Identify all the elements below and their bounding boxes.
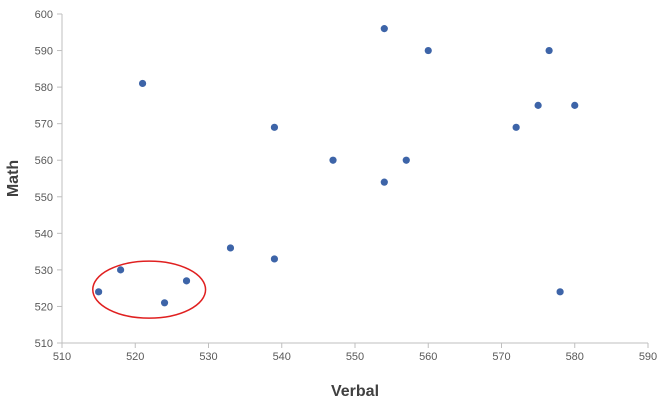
- y-tick-label: 540: [35, 228, 53, 240]
- data-point: [534, 101, 542, 109]
- y-tick-label: 520: [35, 301, 53, 313]
- data-point: [117, 266, 125, 274]
- y-tick-label: 530: [35, 265, 53, 277]
- data-point: [226, 244, 235, 252]
- x-tick-label: 570: [492, 351, 510, 363]
- x-tick-label: 510: [53, 351, 71, 363]
- x-tick-label: 560: [419, 351, 437, 363]
- data-point: [329, 156, 337, 164]
- x-axis-ticks: 510 520 530 540 550 560 570 580 590: [53, 343, 657, 363]
- x-tick-label: 520: [126, 351, 144, 363]
- y-tick-label: 600: [35, 9, 53, 21]
- y-tick-label: 510: [35, 338, 53, 350]
- highlight-ellipse: [92, 260, 207, 319]
- y-tick-label: 570: [35, 119, 53, 131]
- data-point: [556, 288, 564, 296]
- data-point: [160, 299, 169, 307]
- data-point: [95, 288, 103, 296]
- x-axis-title: Verbal: [331, 383, 379, 400]
- x-tick-label: 590: [639, 351, 657, 363]
- x-tick-label: 530: [199, 351, 217, 363]
- data-point: [571, 101, 579, 109]
- y-tick-label: 550: [35, 192, 53, 204]
- y-tick-label: 590: [35, 46, 53, 58]
- data-point: [545, 46, 553, 55]
- y-axis-title: Math: [5, 160, 22, 197]
- data-point: [402, 156, 410, 164]
- x-tick-label: 550: [346, 351, 364, 363]
- data-point: [380, 178, 388, 186]
- y-tick-label: 560: [35, 155, 53, 167]
- data-point: [270, 123, 279, 131]
- y-tick-label: 580: [35, 82, 53, 94]
- data-points: [95, 25, 579, 307]
- data-point: [182, 277, 191, 285]
- data-point: [270, 255, 279, 263]
- data-point: [380, 25, 388, 33]
- x-tick-label: 580: [566, 351, 584, 363]
- y-axis-ticks: 510 520 530 540 550 560 570 580 590 600: [35, 9, 62, 350]
- data-point: [424, 46, 432, 55]
- annotations: [92, 260, 207, 319]
- data-point: [138, 79, 147, 88]
- data-point: [512, 123, 520, 131]
- x-tick-label: 540: [273, 351, 291, 363]
